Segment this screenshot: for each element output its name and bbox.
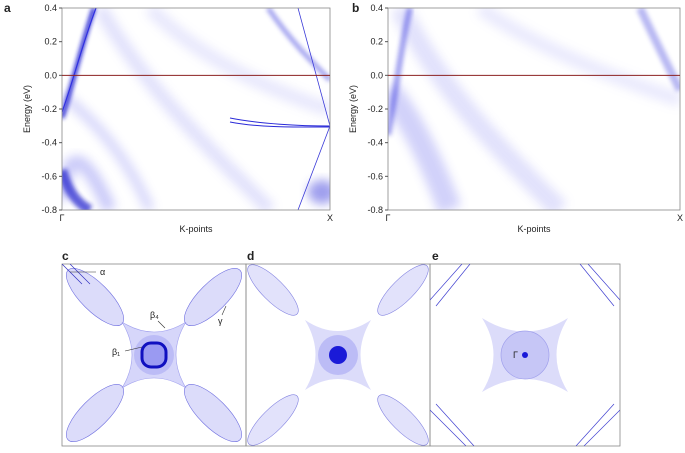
y-tick-label: -0.4 <box>367 138 383 148</box>
y-tick-label: -0.4 <box>41 138 57 148</box>
y-tick-label: -0.8 <box>367 205 383 215</box>
y-axis-label: Energy (eV) <box>348 85 358 133</box>
panel-label: d <box>247 249 254 263</box>
x-tick-label: X <box>677 213 683 223</box>
x-tick-label: Γ <box>60 213 65 223</box>
annotation: α <box>100 267 105 277</box>
annotation: γ <box>218 316 223 326</box>
x-axis-label: K-points <box>179 224 213 234</box>
fermi-surface-d <box>245 263 431 447</box>
fermi-surface-e <box>429 263 621 447</box>
panel-label: a <box>4 1 11 15</box>
y-tick-label: -0.6 <box>367 171 383 181</box>
y-tick-label: 0.0 <box>370 70 383 80</box>
leader-lines <box>70 271 227 352</box>
y-tick-label: 0.4 <box>44 3 57 13</box>
y-tick-label: 0.0 <box>44 70 57 80</box>
panel-frame <box>429 263 621 447</box>
panel-label: c <box>62 249 69 263</box>
spectral-map <box>388 8 680 210</box>
annotation: Γ <box>513 350 518 360</box>
y-tick-label: 0.4 <box>370 3 383 13</box>
x-tick-label: Γ <box>386 213 391 223</box>
annotation: β₄ <box>150 310 159 320</box>
y-tick-label: 0.2 <box>44 37 57 47</box>
y-tick-label: -0.2 <box>41 104 57 114</box>
annotation: β₁ <box>112 347 120 357</box>
panel-label: e <box>432 249 439 263</box>
y-axis-label: Energy (eV) <box>22 85 32 133</box>
x-tick-label: X <box>327 213 333 223</box>
y-tick-label: -0.2 <box>367 104 383 114</box>
y-tick-label: -0.6 <box>41 171 57 181</box>
spectral-map <box>62 8 330 210</box>
x-axis-label: K-points <box>517 224 551 234</box>
y-tick-label: -0.8 <box>41 205 57 215</box>
panel-label: b <box>352 1 359 15</box>
fermi-surface-c <box>61 263 247 447</box>
y-tick-label: 0.2 <box>370 37 383 47</box>
